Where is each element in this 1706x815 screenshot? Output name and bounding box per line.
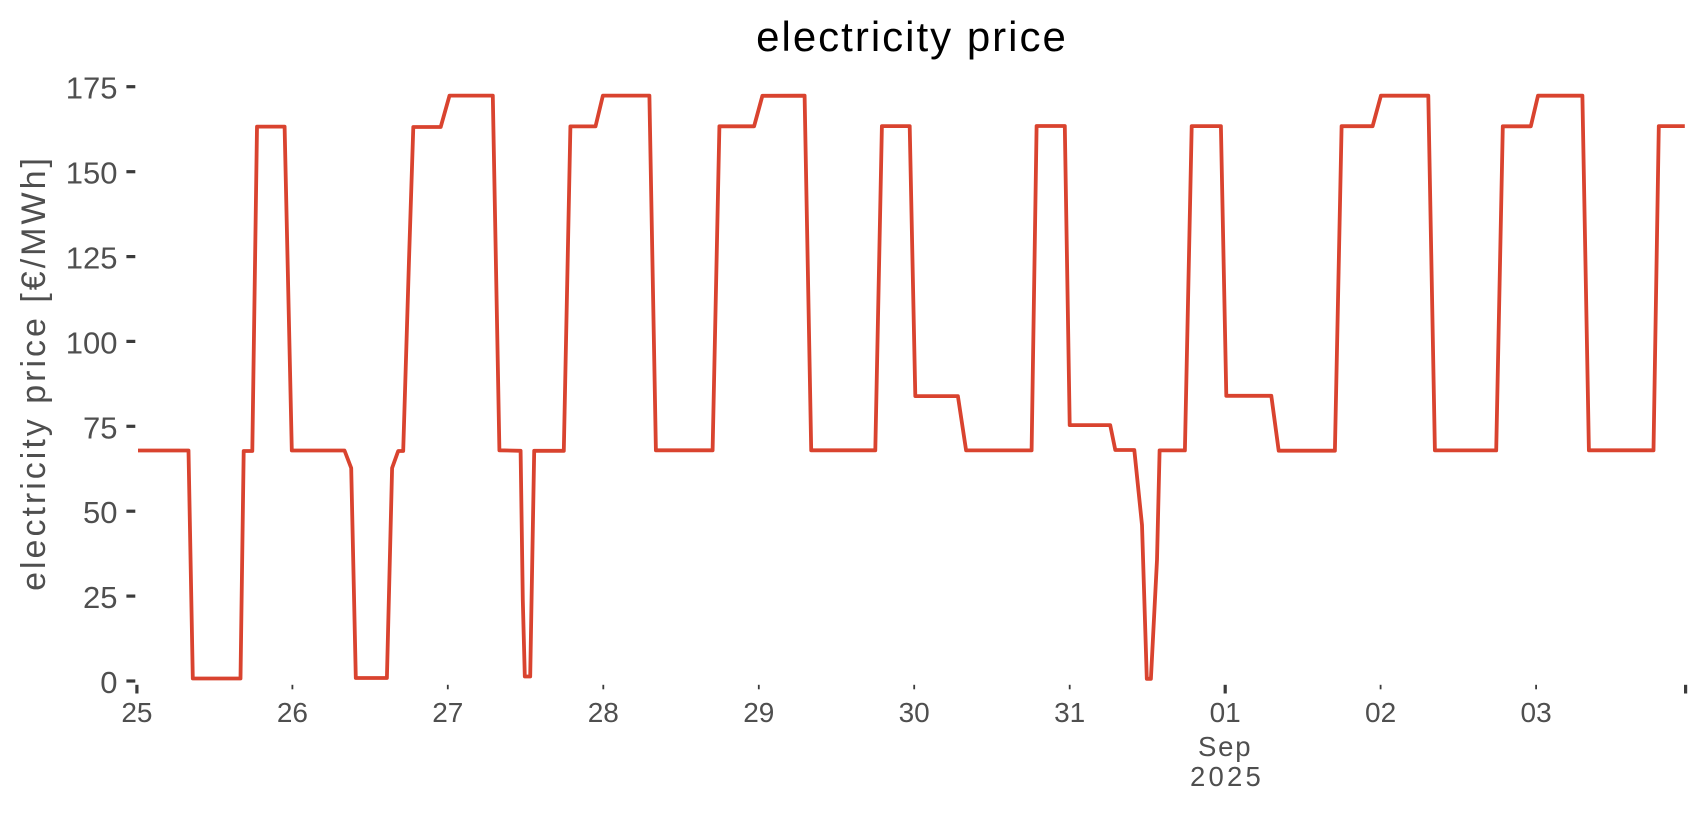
svg-text:29: 29 — [743, 697, 774, 728]
svg-text:02: 02 — [1365, 697, 1396, 728]
svg-text:150: 150 — [66, 156, 118, 191]
svg-text:125: 125 — [66, 241, 118, 276]
svg-text:30: 30 — [899, 697, 930, 728]
svg-text:Sep: Sep — [1198, 731, 1252, 762]
svg-text:2025: 2025 — [1190, 761, 1264, 792]
svg-text:25: 25 — [83, 580, 117, 615]
svg-text:electricity price: electricity price — [756, 13, 1068, 60]
svg-text:electricity price [€/MWh]: electricity price [€/MWh] — [15, 155, 53, 591]
svg-text:75: 75 — [83, 410, 117, 445]
svg-text:26: 26 — [277, 697, 308, 728]
svg-text:25: 25 — [121, 697, 152, 728]
svg-text:175: 175 — [66, 71, 118, 106]
svg-text:01: 01 — [1210, 697, 1241, 728]
svg-text:27: 27 — [432, 697, 463, 728]
svg-text:0: 0 — [100, 665, 117, 700]
svg-text:31: 31 — [1054, 697, 1085, 728]
svg-text:28: 28 — [588, 697, 619, 728]
svg-text:03: 03 — [1521, 697, 1552, 728]
svg-text:100: 100 — [66, 325, 118, 360]
svg-text:50: 50 — [83, 495, 117, 530]
